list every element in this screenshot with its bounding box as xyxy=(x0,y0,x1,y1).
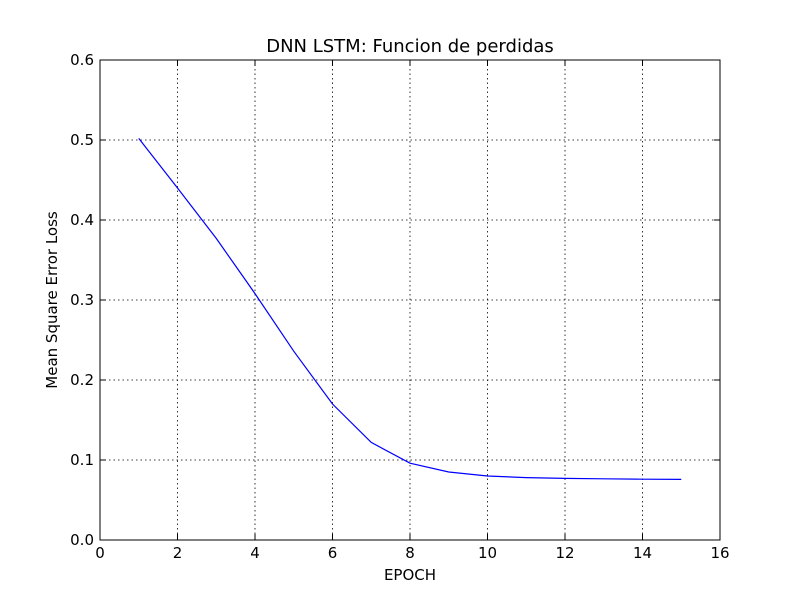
x-tick-label: 16 xyxy=(710,544,729,562)
chart-title: DNN LSTM: Funcion de perdidas xyxy=(266,36,554,57)
y-tick-label: 0.6 xyxy=(70,51,94,69)
x-tick-label: 10 xyxy=(478,544,497,562)
y-axis-label: Mean Square Error Loss xyxy=(43,211,61,389)
y-tick-label: 0.4 xyxy=(70,211,94,229)
y-tick-label: 0.1 xyxy=(70,451,94,469)
y-tick-label: 0.2 xyxy=(70,371,94,389)
x-tick-label: 14 xyxy=(633,544,652,562)
x-tick-label: 8 xyxy=(405,544,415,562)
x-axis-label: EPOCH xyxy=(384,566,436,584)
y-tick-label: 0.5 xyxy=(70,131,94,149)
x-tick-label: 2 xyxy=(173,544,183,562)
x-tick-label: 12 xyxy=(555,544,574,562)
y-tick-label: 0.0 xyxy=(70,531,94,549)
x-tick-label: 6 xyxy=(328,544,338,562)
y-tick-label: 0.3 xyxy=(70,291,94,309)
x-tick-label: 0 xyxy=(95,544,105,562)
x-tick-label: 4 xyxy=(250,544,260,562)
